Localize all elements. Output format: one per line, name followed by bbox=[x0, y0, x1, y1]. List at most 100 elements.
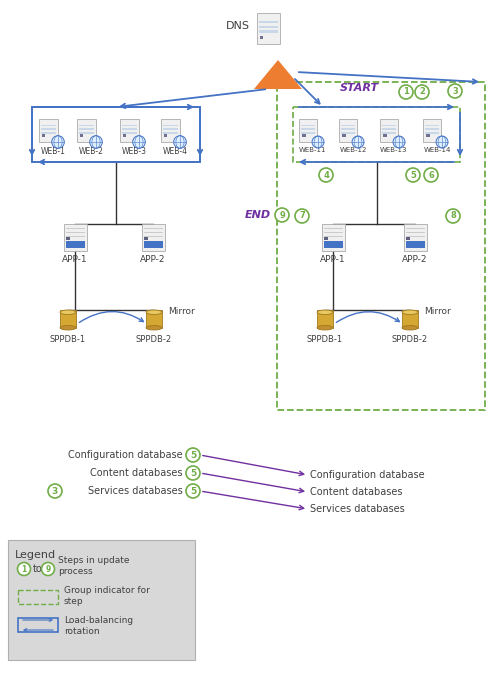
Text: 1: 1 bbox=[21, 564, 27, 573]
Bar bbox=[426, 134, 429, 137]
Bar bbox=[301, 124, 315, 127]
Bar bbox=[402, 310, 418, 328]
Circle shape bbox=[436, 136, 448, 148]
Text: SPPDB-2: SPPDB-2 bbox=[392, 335, 428, 344]
Circle shape bbox=[424, 168, 438, 182]
Bar bbox=[406, 237, 410, 240]
Circle shape bbox=[399, 85, 413, 99]
Ellipse shape bbox=[317, 310, 333, 315]
Text: 1: 1 bbox=[403, 88, 409, 96]
Text: 3: 3 bbox=[452, 86, 458, 96]
Bar bbox=[163, 128, 177, 130]
Bar bbox=[121, 124, 137, 127]
Text: WEB-11: WEB-11 bbox=[299, 147, 327, 153]
Circle shape bbox=[448, 84, 462, 98]
Bar bbox=[60, 310, 76, 328]
Ellipse shape bbox=[402, 326, 418, 330]
Circle shape bbox=[89, 135, 102, 148]
Text: Configuration database: Configuration database bbox=[310, 470, 424, 480]
Circle shape bbox=[312, 136, 324, 148]
Text: START: START bbox=[340, 83, 379, 93]
Bar bbox=[80, 134, 83, 137]
Bar bbox=[258, 25, 277, 28]
Bar bbox=[259, 36, 263, 39]
Circle shape bbox=[42, 562, 55, 575]
FancyBboxPatch shape bbox=[380, 118, 398, 142]
Ellipse shape bbox=[146, 310, 162, 315]
Bar bbox=[425, 128, 439, 130]
Circle shape bbox=[173, 135, 186, 148]
Bar bbox=[144, 237, 148, 240]
Text: SPPDB-2: SPPDB-2 bbox=[136, 335, 172, 344]
Text: Configuration database: Configuration database bbox=[69, 450, 183, 460]
Text: 4: 4 bbox=[323, 170, 329, 179]
FancyBboxPatch shape bbox=[404, 224, 426, 250]
Text: 9: 9 bbox=[279, 211, 285, 220]
Text: 5: 5 bbox=[190, 451, 196, 460]
Bar bbox=[277, 82, 485, 410]
Text: WEB-1: WEB-1 bbox=[41, 147, 66, 156]
Bar bbox=[406, 241, 424, 248]
Bar bbox=[122, 134, 126, 137]
Text: 3: 3 bbox=[52, 486, 58, 495]
FancyBboxPatch shape bbox=[423, 118, 441, 142]
Text: APP-2: APP-2 bbox=[140, 255, 166, 264]
Bar bbox=[79, 132, 93, 133]
Text: Content databases: Content databases bbox=[310, 487, 403, 497]
Bar bbox=[382, 124, 396, 127]
Bar bbox=[42, 134, 45, 137]
Text: Content databases: Content databases bbox=[90, 468, 183, 478]
Bar bbox=[258, 30, 277, 33]
Bar bbox=[341, 128, 355, 130]
Polygon shape bbox=[254, 60, 302, 89]
FancyBboxPatch shape bbox=[119, 118, 139, 142]
Ellipse shape bbox=[60, 326, 76, 330]
Text: Services databases: Services databases bbox=[88, 486, 183, 496]
Text: to: to bbox=[33, 564, 43, 574]
Bar bbox=[163, 124, 177, 127]
Bar bbox=[301, 128, 315, 130]
Text: WEB-14: WEB-14 bbox=[423, 147, 451, 153]
Bar bbox=[18, 618, 58, 632]
Bar bbox=[163, 132, 177, 133]
Bar bbox=[324, 237, 328, 240]
Circle shape bbox=[319, 168, 333, 182]
Text: Mirror: Mirror bbox=[424, 308, 451, 317]
Bar bbox=[66, 241, 84, 248]
Bar bbox=[66, 237, 70, 240]
Text: APP-1: APP-1 bbox=[320, 255, 346, 264]
Bar bbox=[425, 124, 439, 127]
Ellipse shape bbox=[402, 310, 418, 315]
Ellipse shape bbox=[317, 326, 333, 330]
Text: WEB-13: WEB-13 bbox=[380, 147, 408, 153]
Circle shape bbox=[406, 168, 420, 182]
Text: APP-1: APP-1 bbox=[62, 255, 88, 264]
Bar bbox=[121, 132, 137, 133]
FancyBboxPatch shape bbox=[64, 224, 86, 250]
Circle shape bbox=[446, 209, 460, 223]
Bar bbox=[164, 134, 167, 137]
Text: Steps in update
process: Steps in update process bbox=[58, 556, 130, 576]
Bar bbox=[341, 124, 355, 127]
Bar bbox=[302, 134, 306, 137]
Bar bbox=[146, 310, 162, 328]
FancyBboxPatch shape bbox=[161, 118, 179, 142]
Circle shape bbox=[393, 136, 405, 148]
Text: 5: 5 bbox=[190, 469, 196, 477]
Bar bbox=[324, 241, 342, 248]
Bar bbox=[425, 132, 439, 133]
Circle shape bbox=[48, 484, 62, 498]
Text: DNS: DNS bbox=[226, 21, 250, 31]
Bar bbox=[293, 107, 460, 162]
Circle shape bbox=[133, 135, 145, 148]
Circle shape bbox=[52, 135, 64, 148]
Bar bbox=[144, 241, 163, 248]
Circle shape bbox=[352, 136, 364, 148]
Text: Services databases: Services databases bbox=[310, 504, 405, 514]
FancyBboxPatch shape bbox=[299, 118, 317, 142]
Bar bbox=[121, 128, 137, 130]
Circle shape bbox=[17, 562, 30, 575]
Text: 7: 7 bbox=[299, 211, 305, 220]
Circle shape bbox=[186, 448, 200, 462]
Bar bbox=[32, 107, 200, 162]
